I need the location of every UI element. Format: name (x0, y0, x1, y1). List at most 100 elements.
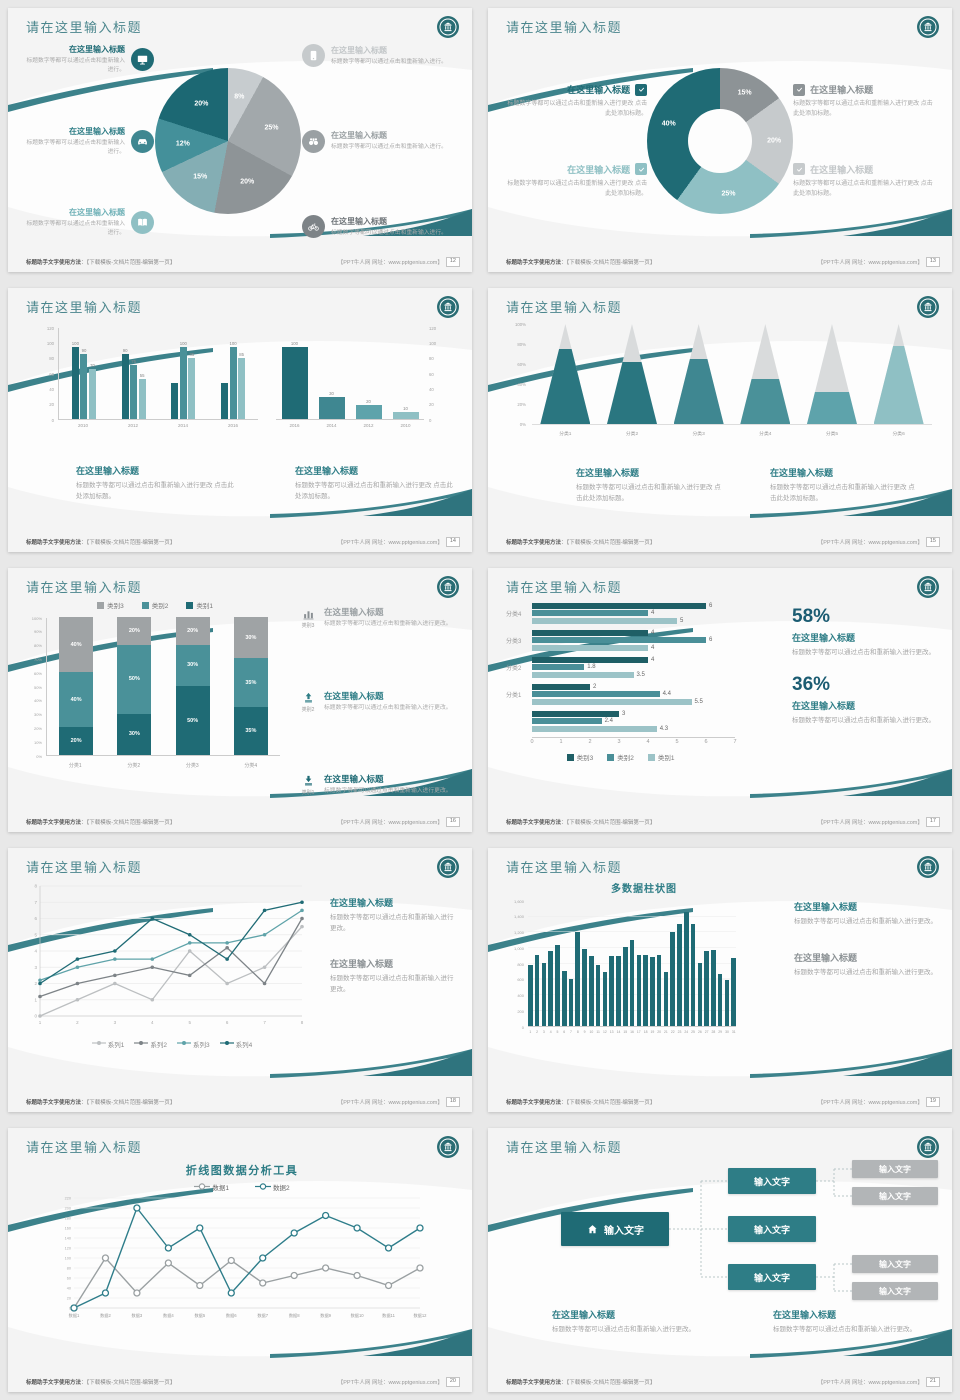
pyramid (873, 324, 924, 424)
x-axis-tick: 17 (636, 1030, 641, 1034)
bar-value-label: 4.4 (662, 691, 671, 698)
x-axis-tick: 3 (542, 1030, 545, 1034)
down-icon (301, 773, 316, 788)
page-number: 14 (445, 536, 460, 548)
bar (392, 411, 419, 419)
footer-left-rest: ：【下载模板-文档片范围-编辑第一页】 (81, 820, 176, 826)
legend-swatch (647, 753, 655, 761)
feature-body: 标题数字等都可以通过点击和重新输入进行。 (331, 144, 447, 150)
x-axis-labels: 分类1 分类2 分类3 分类4 分类5 分类6 (532, 430, 932, 437)
bar (88, 368, 96, 419)
bar (281, 347, 308, 419)
bar-value-label: 6 (709, 602, 713, 609)
footer-site-text: 【PPT牛人网 网址：www.pptgenius.com】 (817, 1380, 923, 1386)
slide-footer: 标题助手文字使用方法：【下载模板-文档片范围-编辑第一页】 【PPT牛人网 网址… (26, 1095, 460, 1109)
feature-body: 标题数字等都可以通过点击和重新输入进行。 (26, 58, 125, 73)
bar (528, 964, 533, 1026)
bar-row: 2 (532, 683, 776, 691)
y-axis-tick: 10% (33, 739, 42, 745)
block-title: 在这里输入标题 (330, 898, 394, 908)
bar-row: 5 (532, 617, 776, 625)
bar-segment: 30% (233, 617, 268, 659)
bar (121, 354, 129, 419)
footer-left-bold: 标题助手文字使用方法 (26, 820, 82, 826)
tree-diagram: 输入文字 输入文字 输入文字 输入文字 输入文字 输入文字 输入文字 输入文字 (506, 1160, 938, 1300)
legend-marker (219, 1040, 234, 1048)
slide-title: 请在这里输入标题 (506, 580, 623, 595)
checkbox-icon (793, 163, 806, 176)
legend-label: 类别1 (196, 603, 213, 610)
slide-content: 在这里输入标题 标题数字等都可以通过点击和重新输入进行。在这里输入标题 标题数字等都… (26, 40, 458, 242)
legend-item: 系列4 (219, 1039, 253, 1049)
y-axis-tick: 600 (517, 977, 524, 983)
page-number: 13 (925, 256, 940, 268)
y-axis-tick: 120 (46, 325, 54, 331)
bar (731, 957, 737, 1026)
page-number: 12 (445, 256, 460, 268)
check-title-row: 在这里输入标题 (506, 163, 648, 176)
feature-block: 在这里输入标题 标题数字等都可以通过点击和重新输入进行。 (302, 129, 458, 153)
bar-wrap: 55 (138, 328, 146, 419)
y-axis-tick: 30% (33, 712, 42, 718)
stat-title: 在这里输入标题 (792, 701, 856, 712)
text-block: 在这里输入标题 标题数字等都可以通过点击和重新输入进行更改。 (552, 1308, 717, 1335)
bar (534, 955, 540, 1026)
x-axis-tick: 18 (643, 1030, 648, 1034)
school-emblem-icon (916, 855, 940, 879)
svg-text:180: 180 (65, 1216, 71, 1220)
info-item-text: 在这里输入标题 标题数字等都可以通过点击和重新输入进行更改。 (324, 606, 452, 629)
info-items: 类别3 在这里输入标题 标题数字等都可以通过点击和重新输入进行更改。 类别2 在这里输入… (284, 600, 458, 802)
bar-value-label: 4 (651, 610, 655, 617)
bar (532, 637, 706, 644)
feature-block: 在这里输入标题 标题数字等都可以通过点击和重新输入进行。 (26, 126, 154, 157)
node-label: 输入文字 (753, 1272, 790, 1283)
x-axis-tick: 分类1 (559, 432, 572, 437)
legend-marker (255, 1182, 271, 1192)
chart-title: 折线图数据分析工具 (185, 1165, 299, 1177)
footer-site-text: 【PPT牛人网 网址：www.pptgenius.com】 (337, 1380, 443, 1386)
bar-wrap: 70 (88, 328, 96, 419)
item-title: 在这里输入标题 (324, 690, 384, 701)
y-axis-tick: 40% (33, 698, 42, 704)
feature-column-left: 在这里输入标题 标题数字等都可以通过点击和重新输入进行。 在这里输入标题 标题数字等都… (26, 40, 154, 242)
svg-text:7: 7 (263, 1020, 266, 1025)
slide-content: 在这里输入标题 标题数字等都可以通过点击和重新输入进行更改 点击此处添加标题。 在这… (506, 40, 938, 242)
y-axis-tick: 100 (429, 340, 437, 346)
page-number: 17 (925, 816, 940, 828)
group-bars: 6 4 5 (532, 602, 776, 625)
bar (532, 629, 648, 636)
tree-leaf-node: 输入文字 (852, 1255, 938, 1273)
x-axis-tick: 16 (630, 1030, 634, 1034)
slide-title: 请在这里输入标题 (26, 1140, 143, 1155)
pie-slice-label: 20% (767, 137, 782, 145)
x-axis-tick: 21 (664, 1030, 668, 1034)
footer-right: 【PPT牛人网 网址：www.pptgenius.com】 17 (818, 816, 940, 828)
bar-wrap: 20 (355, 328, 382, 419)
y-axis-tick: 800 (517, 961, 524, 967)
block-title: 在这里输入标题 (794, 953, 858, 964)
feature-text: 在这里输入标题 标题数字等都可以通过点击和重新输入进行。 (331, 45, 447, 67)
svg-text:数据7: 数据7 (257, 1312, 268, 1319)
slide-footer: 标题助手文字使用方法：【下载模板-文档片范围-编辑第一页】 【PPT牛人网 网址… (506, 535, 940, 549)
plot-wrap: 100% 90% 80% 70% 60% 50% 40% 30% 20% 10% 0% 20% 40% 4… (26, 616, 284, 774)
footer-left-bold: 标题助手文字使用方法 (506, 260, 562, 266)
group-bars: 4 1.8 3.5 (532, 656, 776, 679)
bar-wrap: 85 (238, 328, 246, 419)
block-title: 在这里输入标题 (810, 164, 874, 175)
slide-footer: 标题助手文字使用方法：【下载模板-文档片范围-编辑第一页】 【PPT牛人网 网址… (26, 1375, 460, 1389)
y-axis-tick: 40 (49, 386, 54, 392)
plot-wrap: 1,600 1,400 1,200 1,000 800 600 400 200 0 1 2 3 4 5 6 7… (506, 899, 782, 1057)
footer-left-rest: ：【下载模板-文档片范围-编辑第一页】 (561, 260, 656, 266)
x-axis-tick: 2012 (363, 423, 374, 428)
svg-text:60: 60 (67, 1276, 71, 1280)
footer-left-text: 标题助手文字使用方法：【下载模板-文档片范围-编辑第一页】 (506, 258, 655, 266)
pie-slice-label: 25% (264, 124, 279, 132)
feature-column-right: 在这里输入标题 标题数字等都可以通过点击和重新输入进行。在这里输入标题 标题数字等都… (302, 40, 458, 242)
legend-label: 系列4 (235, 1042, 253, 1049)
block-body: 标题数字等都可以通过点击和重新输入进行更改 点击此处添加标题。 (576, 484, 721, 503)
text-block: 在这里输入标题 标题数字等都可以通过点击和重新输入进行更改。 (773, 1308, 938, 1335)
tree-mid-node: 输入文字 (728, 1216, 816, 1242)
pyramid-fill-wrap (806, 392, 857, 424)
legend-item: 类别3 (97, 600, 124, 610)
legend-marker (134, 1040, 149, 1048)
